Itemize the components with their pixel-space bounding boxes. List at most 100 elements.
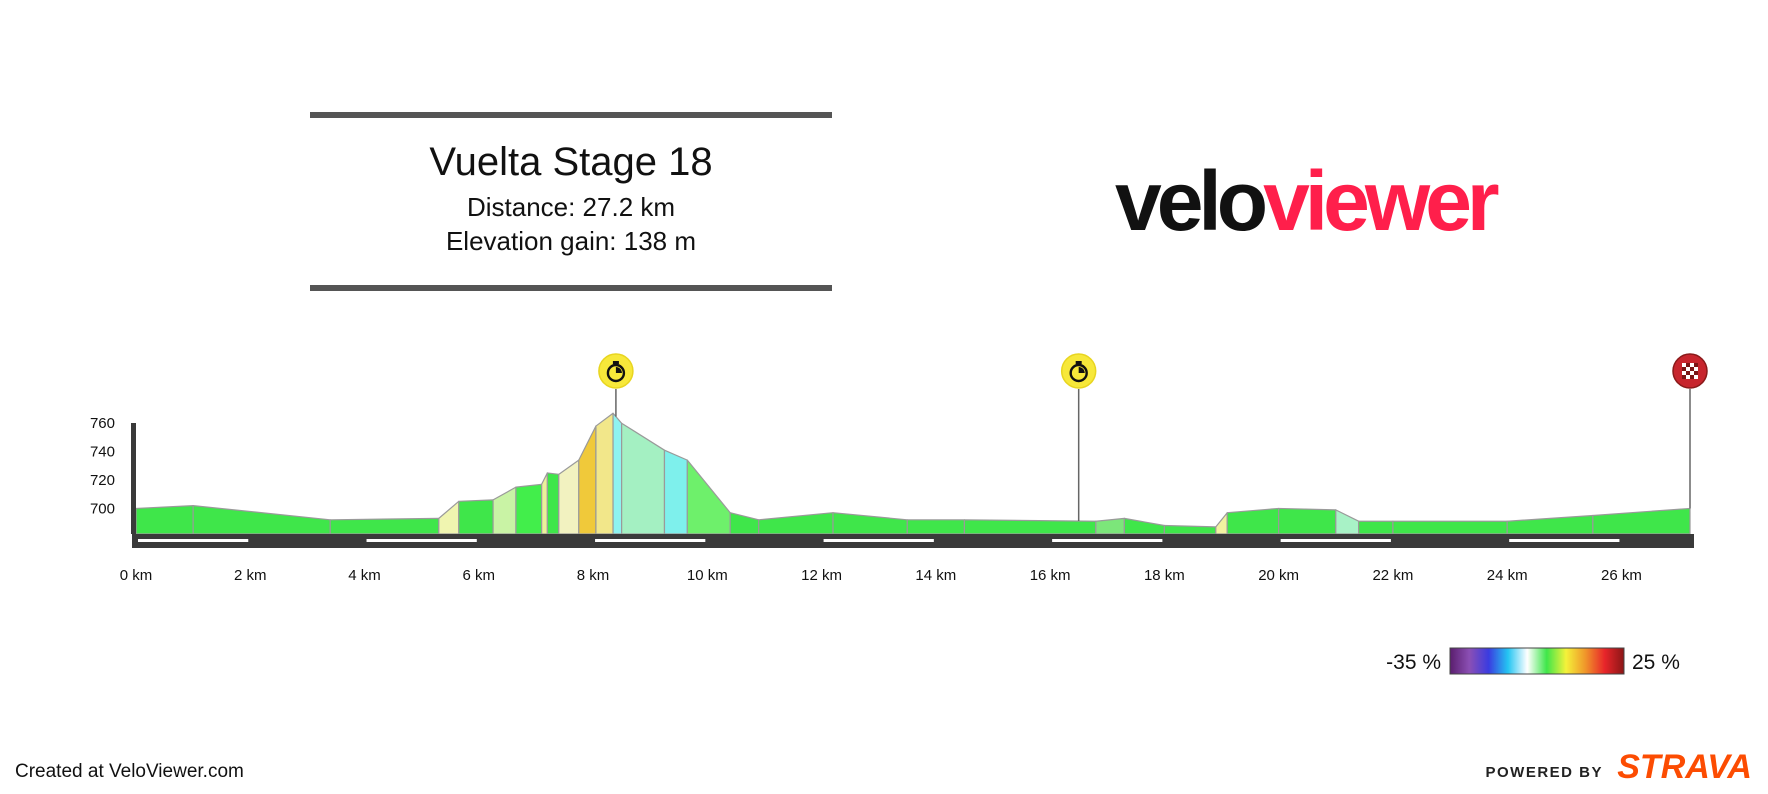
profile-segment bbox=[438, 500, 460, 535]
stopwatch-crown bbox=[612, 361, 619, 364]
powered-by-label: POWERED BY bbox=[1485, 764, 1603, 781]
checker-square bbox=[1682, 367, 1686, 371]
checkered-flag-icon[interactable] bbox=[1672, 353, 1708, 389]
road-dash bbox=[1280, 539, 1391, 542]
road-dash bbox=[823, 539, 934, 542]
profile-segment bbox=[135, 504, 194, 535]
y-axis-line bbox=[131, 423, 136, 534]
profile-segment bbox=[558, 459, 580, 535]
profile-segment bbox=[546, 472, 560, 535]
stage-title: Vuelta Stage 18 bbox=[429, 140, 712, 184]
checker-square bbox=[1682, 371, 1686, 375]
header-bottom-rule bbox=[310, 285, 832, 291]
profile-segment bbox=[458, 499, 494, 535]
stopwatch-face bbox=[606, 363, 626, 383]
profile-segment bbox=[621, 422, 666, 535]
checker-square bbox=[1694, 371, 1698, 375]
profile-segment bbox=[906, 519, 966, 535]
y-axis: 700 720 740 760 bbox=[90, 415, 136, 534]
profile-segment bbox=[1163, 524, 1217, 535]
x-tick-label: 26 km bbox=[1601, 567, 1642, 584]
profile-segment bbox=[1358, 520, 1394, 535]
checker-square bbox=[1694, 375, 1698, 379]
y-tick-label: 720 bbox=[90, 472, 115, 489]
road-dash bbox=[595, 539, 706, 542]
profile-segment bbox=[729, 512, 760, 535]
x-tick-label: 8 km bbox=[577, 567, 610, 584]
stopwatch-crown bbox=[1075, 361, 1082, 364]
elevation-profile bbox=[132, 412, 1694, 548]
profile-segment bbox=[541, 472, 548, 535]
profile-segment bbox=[832, 512, 908, 535]
checker-square bbox=[1690, 363, 1694, 367]
x-tick-label: 22 km bbox=[1372, 567, 1413, 584]
x-tick-label: 14 km bbox=[915, 567, 956, 584]
profile-segment bbox=[1506, 514, 1594, 535]
profile-segment bbox=[686, 459, 731, 535]
x-tick-label: 4 km bbox=[348, 567, 381, 584]
profile-segment bbox=[595, 412, 614, 535]
road-dash bbox=[1052, 539, 1163, 542]
checker-square bbox=[1686, 367, 1690, 371]
road-dash bbox=[138, 539, 249, 542]
x-tick-label: 16 km bbox=[1030, 567, 1071, 584]
checker-square bbox=[1690, 367, 1694, 371]
x-tick-label: 18 km bbox=[1144, 567, 1185, 584]
gradient-legend-max: 25 % bbox=[1632, 651, 1680, 674]
checker-square bbox=[1686, 375, 1690, 379]
checker-square bbox=[1694, 367, 1698, 371]
stopwatch-hand bbox=[615, 367, 622, 373]
stopwatch-icon[interactable] bbox=[1060, 353, 1097, 389]
checker-square bbox=[1686, 363, 1690, 367]
profile-segment bbox=[329, 517, 440, 535]
x-tick-label: 20 km bbox=[1258, 567, 1299, 584]
profile-segment bbox=[1123, 517, 1165, 535]
profile-segment bbox=[1226, 507, 1280, 535]
gradient-legend-bar bbox=[1449, 647, 1625, 675]
veloviewer-logo: veloviewer bbox=[1115, 154, 1499, 248]
x-tick-label: 2 km bbox=[234, 567, 267, 584]
y-tick-label: 760 bbox=[90, 415, 115, 432]
stopwatch-hand bbox=[1078, 367, 1085, 373]
profile-segment bbox=[963, 519, 1097, 535]
profile-segment bbox=[1392, 520, 1508, 535]
profile-segment bbox=[612, 412, 623, 535]
x-tick-label: 0 km bbox=[120, 567, 153, 584]
road-dash bbox=[1509, 539, 1620, 542]
profile-segment bbox=[758, 512, 834, 535]
checker-square bbox=[1690, 375, 1694, 379]
created-at-credit[interactable]: Created at VeloViewer.com bbox=[15, 761, 244, 782]
x-tick-label: 6 km bbox=[463, 567, 496, 584]
profile-segment bbox=[578, 425, 597, 535]
profile-segment bbox=[192, 504, 331, 535]
profile-segment bbox=[1095, 517, 1125, 535]
y-tick-label: 740 bbox=[90, 444, 115, 461]
stage-elevation-gain: Elevation gain: 138 m bbox=[446, 226, 696, 256]
stopwatch-icon[interactable] bbox=[598, 353, 634, 389]
x-tick-label: 10 km bbox=[687, 567, 728, 584]
x-tick-label: 12 km bbox=[801, 567, 842, 584]
profile-segment bbox=[1592, 507, 1691, 535]
x-tick-label: 24 km bbox=[1487, 567, 1528, 584]
profile-segment bbox=[1278, 507, 1337, 535]
gradient-legend-min: -35 % bbox=[1386, 651, 1441, 674]
profile-segment bbox=[1215, 512, 1228, 535]
header-top-rule bbox=[310, 112, 832, 118]
logo-viewer: viewer bbox=[1263, 154, 1499, 248]
logo-velo: velo bbox=[1115, 154, 1266, 248]
stopwatch-face bbox=[1069, 363, 1088, 383]
road-dash bbox=[366, 539, 477, 542]
checker-square bbox=[1690, 371, 1694, 375]
y-tick-label: 700 bbox=[90, 500, 115, 517]
checker-square bbox=[1682, 363, 1686, 367]
profile-segment bbox=[1335, 509, 1360, 535]
x-axis: 0 km 2 km 4 km 6 km 8 km 10 km 12 km 14 km 16 km… bbox=[120, 567, 1642, 584]
profile-segment bbox=[492, 486, 517, 535]
strava-logo[interactable]: STRAVA bbox=[1617, 748, 1752, 786]
checker-square bbox=[1682, 375, 1686, 379]
stage-distance: Distance: 27.2 km bbox=[467, 192, 675, 222]
route-markers bbox=[598, 353, 1708, 522]
checker-square bbox=[1694, 363, 1698, 367]
profile-segment bbox=[663, 449, 688, 535]
